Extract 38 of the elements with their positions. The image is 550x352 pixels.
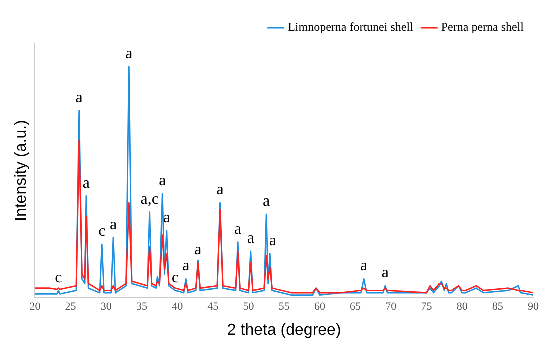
annotation: c bbox=[172, 269, 179, 286]
annotation: a bbox=[234, 220, 242, 238]
annotation: a bbox=[126, 46, 133, 63]
x-tick-label: 30 bbox=[100, 301, 112, 314]
annotation: a bbox=[216, 182, 224, 199]
annotation: a bbox=[247, 230, 254, 248]
x-tick-label: 45 bbox=[208, 301, 220, 314]
legend-label: Perna perna shell bbox=[441, 20, 525, 34]
legend-label: Limnoperna fortunei shell bbox=[288, 20, 414, 34]
annotation: a bbox=[360, 258, 368, 275]
x-tick-label: 85 bbox=[492, 301, 504, 314]
x-axis-title: 2 theta (degree) bbox=[227, 322, 342, 339]
annotation: a bbox=[76, 89, 83, 106]
x-tick-label: 75 bbox=[421, 301, 433, 314]
annotation: a bbox=[82, 174, 90, 192]
x-tick-label: 65 bbox=[350, 301, 362, 314]
x-tick-label: 25 bbox=[65, 301, 77, 314]
annotation: a bbox=[163, 209, 170, 226]
annotation: c bbox=[98, 223, 106, 240]
x-tick-label: 80 bbox=[456, 301, 468, 314]
annotation: a bbox=[182, 258, 190, 275]
x-tick-label: 50 bbox=[243, 301, 255, 314]
x-tick-label: 55 bbox=[278, 301, 290, 314]
annotation: a bbox=[269, 232, 277, 250]
x-tick-label: 60 bbox=[314, 301, 326, 314]
annotation: a,c bbox=[140, 190, 159, 208]
annotation: a bbox=[159, 172, 166, 190]
y-axis-title: Intensity (a.u.) bbox=[13, 120, 30, 222]
annotation: c bbox=[55, 269, 62, 286]
annotation: a bbox=[110, 216, 118, 234]
x-tick-label: 35 bbox=[136, 301, 148, 314]
x-tick-label: 40 bbox=[172, 301, 184, 314]
annotation: a bbox=[382, 264, 389, 282]
annotation: a bbox=[194, 242, 202, 259]
x-tick-label: 90 bbox=[528, 301, 540, 314]
x-tick-label: 20 bbox=[30, 301, 42, 314]
annotation: a bbox=[263, 193, 270, 210]
x-tick-label: 70 bbox=[386, 301, 398, 314]
